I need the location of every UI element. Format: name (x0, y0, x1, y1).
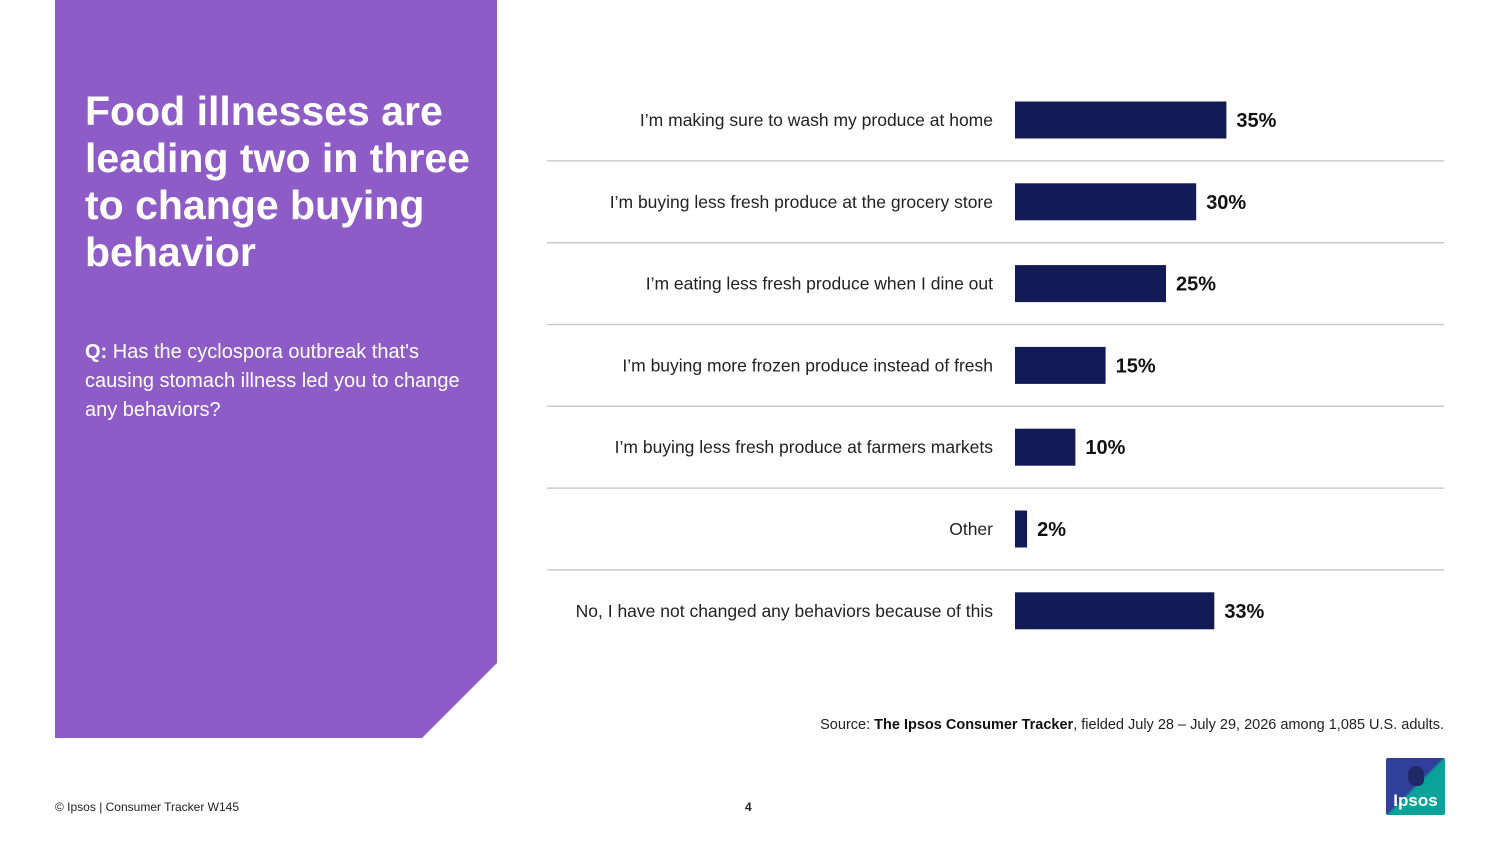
ipsos-logo: Ipsos (1386, 758, 1445, 815)
category-label: I’m eating less fresh produce when I din… (646, 274, 993, 294)
bar (1015, 346, 1106, 384)
data-label: 2% (1037, 519, 1066, 541)
page-number: 4 (745, 800, 752, 814)
bar (1015, 428, 1076, 466)
data-label: 15% (1116, 355, 1156, 377)
category-label: No, I have not changed any behaviors bec… (576, 601, 994, 621)
bar (1015, 592, 1215, 630)
source-details: , fielded July 28 – July 29, 2026 among … (1073, 717, 1444, 733)
question-text: Has the cyclospora outbreak that's causi… (85, 341, 460, 421)
category-label: I’m making sure to wash my produce at ho… (640, 110, 993, 130)
category-label: I’m buying less fresh produce at the gro… (610, 192, 993, 212)
logo-mark-icon (1408, 766, 1424, 786)
category-label: I’m buying more frozen produce instead o… (622, 355, 993, 375)
source-name: The Ipsos Consumer Tracker (874, 717, 1074, 733)
page-title: Food illnesses are leading two in three … (85, 88, 470, 275)
title-panel: Food illnesses are leading two in three … (55, 0, 497, 738)
data-label: 30% (1206, 192, 1246, 214)
data-label: 10% (1085, 437, 1125, 459)
bar-chart: I’m making sure to wash my produce at ho… (547, 101, 1444, 630)
source-note: Source: The Ipsos Consumer Tracker, fiel… (820, 717, 1444, 733)
source-prefix: Source: (820, 717, 871, 733)
question-prefix: Q: (85, 341, 108, 363)
category-label: Other (949, 519, 993, 539)
bar (1015, 510, 1028, 548)
copyright-footer: © Ipsos | Consumer Tracker W145 (55, 800, 240, 814)
category-label: I’m buying less fresh produce at farmers… (615, 437, 994, 457)
bar (1015, 183, 1197, 221)
bar (1015, 265, 1166, 303)
logo-text: Ipsos (1393, 791, 1438, 810)
survey-question: Q: Has the cyclospora outbreak that's ca… (85, 338, 465, 425)
data-label: 35% (1236, 110, 1276, 132)
data-label: 25% (1176, 274, 1216, 296)
bar (1015, 101, 1227, 139)
data-label: 33% (1224, 601, 1264, 623)
